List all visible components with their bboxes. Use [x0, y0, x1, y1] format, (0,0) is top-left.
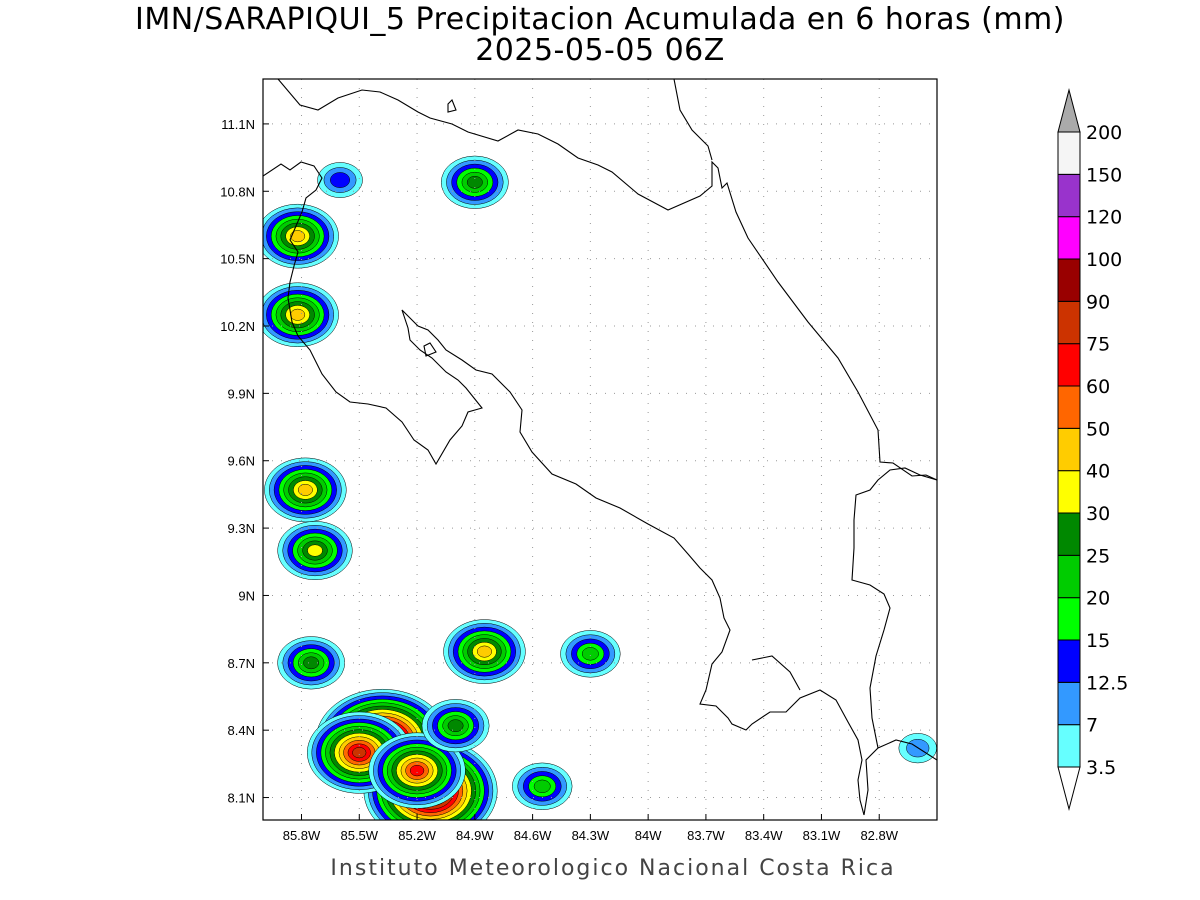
y-tick-label: 9N — [238, 588, 255, 603]
y-tick-label: 9.3N — [228, 521, 255, 536]
x-tick-label: 82.8W — [860, 828, 898, 843]
colorbar-min-cap — [1057, 766, 1081, 811]
precip-contour — [581, 647, 599, 661]
colorbar-label: 25 — [1086, 545, 1110, 567]
x-tick-label: 85.2W — [398, 828, 436, 843]
coastlines — [263, 79, 937, 816]
map-title: IMN/SARAPIQUI_5 Precipitacion Acumulada … — [135, 2, 1065, 37]
precip-contour — [297, 483, 313, 496]
colorbar-swatch — [1057, 216, 1081, 260]
y-tick-label: 8.4N — [228, 723, 255, 738]
x-tick-label: 83.7W — [687, 828, 725, 843]
colorbar-label: 40 — [1086, 461, 1110, 483]
colorbar-swatch — [1057, 597, 1081, 641]
lake-nicaragua-shore — [673, 79, 713, 161]
x-tick-label: 83.4W — [745, 828, 783, 843]
coastline-pacific — [263, 161, 865, 816]
colorbar-label: 90 — [1086, 291, 1110, 313]
colorbar-label: 3.5 — [1086, 757, 1116, 779]
map-subtitle: 2025-05-05 06Z — [475, 33, 725, 68]
island-north — [447, 99, 457, 113]
x-tick-label: 83.1W — [803, 828, 841, 843]
colorbar-label: 12.5 — [1086, 672, 1128, 694]
colorbar-swatch — [1057, 258, 1081, 302]
osa-peninsula — [751, 655, 801, 691]
x-tick-label: 84.9W — [456, 828, 494, 843]
precip-contour — [352, 747, 367, 759]
colorbar-label: 200 — [1086, 122, 1122, 144]
x-tick-label: 84.3W — [572, 828, 610, 843]
x-tick-label: 85.5W — [340, 828, 378, 843]
colorbar-swatch — [1057, 427, 1081, 472]
colorbar-max-cap — [1057, 88, 1081, 133]
precip-contour — [447, 719, 464, 733]
colorbar-label: 60 — [1086, 376, 1110, 398]
x-tick-label: 85.8W — [283, 828, 321, 843]
colorbar-label: 120 — [1086, 207, 1122, 229]
panama-coast — [851, 467, 937, 749]
coastline-north — [277, 79, 937, 481]
colorbar-label: 150 — [1086, 164, 1122, 186]
y-tick-label: 9.9N — [228, 386, 255, 401]
colorbar-label: 20 — [1086, 588, 1110, 610]
precip-contour — [477, 645, 492, 658]
colorbar-swatch — [1057, 554, 1081, 599]
colorbar-swatch — [1057, 470, 1081, 514]
colorbar-label: 100 — [1086, 249, 1122, 271]
x-tick-label: 84.6W — [514, 828, 552, 843]
x-tick-label: 84W — [635, 828, 662, 843]
colorbar-swatch — [1057, 131, 1081, 175]
latitude-ticks: 8.1N 8.4N 8.7N 9N 9.3N 9.6N 9.9N 10.2N 10.5N 10.8… — [220, 117, 269, 806]
colorbar-swatch — [1057, 385, 1081, 429]
colorbar-swatch — [1057, 173, 1081, 218]
y-tick-label: 9.6N — [228, 454, 255, 469]
precip-contour — [409, 764, 425, 777]
colorbar-swatch — [1057, 343, 1081, 387]
colorbar-label: 7 — [1086, 715, 1098, 737]
y-tick-label: 10.5N — [220, 252, 255, 267]
colorbar-swatch — [1057, 300, 1081, 345]
precip-contour — [303, 656, 320, 670]
island-chira — [423, 342, 437, 357]
colorbar-label: 15 — [1086, 630, 1110, 652]
credit-text: Instituto Meteorologico Nacional Costa R… — [330, 856, 896, 881]
longitude-ticks: 85.8W 85.5W 85.2W 84.9W 84.6W 84.3W 84W 83.7W 83… — [283, 814, 899, 843]
precip-contour — [466, 175, 483, 189]
y-tick-label: 8.1N — [228, 791, 255, 806]
colorbar-swatch — [1057, 639, 1081, 683]
y-tick-label: 8.7N — [228, 656, 255, 671]
plot-frame — [262, 78, 938, 821]
precipitation-field — [263, 155, 937, 820]
y-tick-label: 11.1N — [221, 117, 255, 132]
colorbar-label: 75 — [1086, 334, 1110, 356]
y-tick-label: 10.2N — [220, 319, 255, 334]
colorbar-label: 50 — [1086, 418, 1110, 440]
colorbar-label: 30 — [1086, 503, 1110, 525]
colorbar-swatch — [1057, 724, 1081, 768]
colorbar-swatch — [1057, 512, 1081, 556]
precip-contour — [290, 230, 306, 243]
precip-contour — [307, 544, 323, 557]
colorbar: 3.5 7 12.5 15 20 25 30 40 50 60 75 90 100 120 150 200 — [1057, 88, 1128, 811]
colorbar-swatch — [1057, 681, 1081, 726]
precip-contour — [533, 779, 551, 793]
y-tick-label: 10.8N — [220, 184, 255, 199]
precip-contour — [290, 308, 306, 321]
precip-contour — [330, 172, 350, 188]
